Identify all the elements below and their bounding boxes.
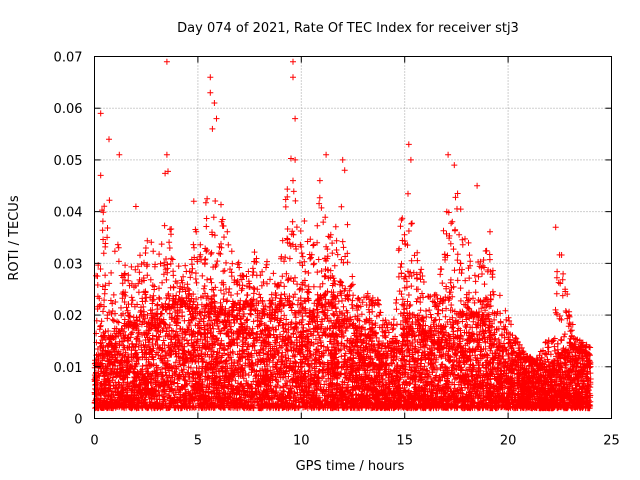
y-tick-label: 0.01: [54, 361, 83, 376]
x-tick-label: 0: [90, 434, 98, 449]
y-tick-label: 0.07: [54, 51, 83, 66]
axis-ticks: 0 5 10 15 20 25 0 0.01 0.02 0.03 0.04 0.05 0.06 0.07: [54, 51, 620, 449]
y-tick-label: 0.06: [54, 102, 83, 117]
data-points: [91, 58, 594, 412]
y-tick-label: 0.02: [54, 309, 83, 324]
x-tick-label: 20: [500, 434, 517, 449]
x-tick-label: 10: [293, 434, 310, 449]
x-axis-label: GPS time / hours: [296, 459, 405, 474]
x-tick-label: 25: [603, 434, 620, 449]
plot-frame: [94, 56, 612, 419]
y-axis-label: ROTI / TECUs: [7, 195, 22, 280]
roti-series-points: [91, 58, 594, 412]
chart-title: Day 074 of 2021, Rate Of TEC Index for r…: [177, 21, 519, 36]
y-tick-label: 0.04: [54, 206, 83, 221]
y-tick-label: 0.03: [54, 257, 83, 272]
y-tick-label: 0.05: [54, 154, 83, 169]
x-tick-label: 15: [396, 434, 413, 449]
y-tick-label: 0: [74, 413, 82, 428]
x-tick-label: 5: [194, 434, 202, 449]
